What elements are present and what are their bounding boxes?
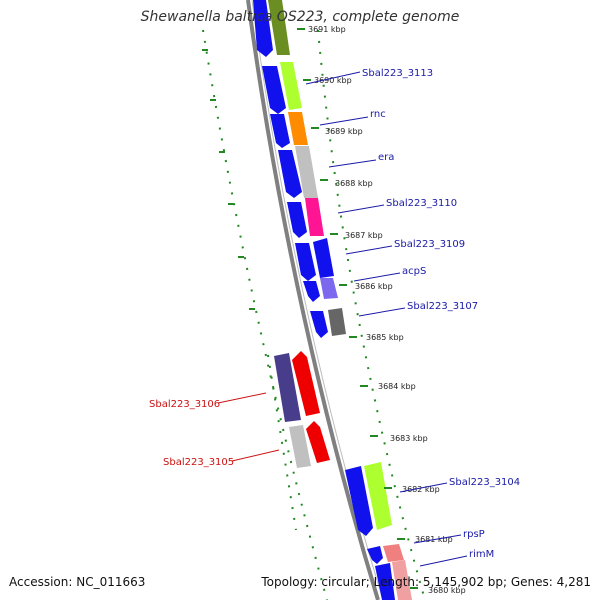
gene-feature <box>306 421 330 463</box>
red-dotted-ring <box>267 354 297 531</box>
leader-line <box>337 204 385 214</box>
leader-line <box>345 245 393 255</box>
gene-label-era[interactable]: era <box>378 152 394 163</box>
gene-feature <box>289 425 311 468</box>
gene-feature <box>320 278 338 299</box>
genome-summary-label: Topology: circular; Length: 5,145,902 bp… <box>261 575 591 589</box>
gene-label-sbal223-3105[interactable]: Sbal223_3105 <box>163 457 234 468</box>
gene-feature <box>292 351 320 416</box>
tick-label: 3687 kbp <box>345 231 383 240</box>
forward-genes <box>253 0 412 600</box>
gene-feature <box>392 560 412 600</box>
tick-label: 3680 kbp <box>428 586 466 595</box>
leader-line <box>399 482 448 493</box>
leader-line <box>319 116 369 126</box>
map-title: Shewanella baltica OS223, complete genom… <box>140 9 460 25</box>
gene-feature <box>383 544 404 562</box>
leader-line <box>419 555 468 567</box>
gene-label-rimm[interactable]: rimM <box>469 549 494 560</box>
accession-label: Accession: NC_011663 <box>9 575 146 589</box>
leader-line <box>231 449 280 462</box>
leader-line <box>358 307 406 317</box>
gene-feature <box>345 466 373 536</box>
tick-labels: 3691 kbp 3690 kbp 3689 kbp 3688 kbp 3687… <box>308 25 466 595</box>
gene-feature <box>364 462 392 530</box>
tick-label: 3683 kbp <box>390 434 428 443</box>
label-leaders <box>217 71 468 567</box>
ticks <box>202 28 418 589</box>
gene-feature <box>305 198 324 236</box>
gene-feature <box>367 546 383 564</box>
tick-label: 3691 kbp <box>308 25 346 34</box>
gene-feature <box>287 202 307 238</box>
gene-label-sbal223-3106[interactable]: Sbal223_3106 <box>149 399 220 410</box>
leader-line <box>413 534 462 544</box>
leader-line <box>217 392 267 404</box>
gene-label-sbal223-3109[interactable]: Sbal223_3109 <box>394 239 465 250</box>
gene-feature <box>274 353 301 422</box>
tick-label: 3690 kbp <box>314 76 352 85</box>
gene-feature <box>295 243 316 281</box>
gene-feature <box>278 150 302 198</box>
reverse-genes <box>274 351 330 468</box>
gene-feature <box>253 0 273 57</box>
gene-label-rpsp[interactable]: rpsP <box>463 529 485 540</box>
tick-label: 3689 kbp <box>325 127 363 136</box>
gene-feature <box>288 112 308 145</box>
genome-backbone <box>246 0 380 600</box>
gene-label-sbal223-3107[interactable]: Sbal223_3107 <box>407 301 478 312</box>
tick-label: 3684 kbp <box>378 382 416 391</box>
leader-line <box>353 272 401 282</box>
gene-feature <box>310 311 328 338</box>
gene-label-acps[interactable]: acpS <box>402 266 426 277</box>
gene-label-sbal223-3104[interactable]: Sbal223_3104 <box>449 477 520 488</box>
leader-line <box>305 71 361 85</box>
gene-feature <box>268 0 290 55</box>
gene-labels: Sbal223_3113 rnc era Sbal223_3110 Sbal22… <box>149 68 520 560</box>
gene-feature <box>262 66 286 114</box>
gene-feature <box>303 281 320 302</box>
gene-feature <box>280 62 302 110</box>
leader-line <box>328 159 377 168</box>
gene-feature <box>328 308 346 336</box>
tick-label: 3686 kbp <box>355 282 393 291</box>
gene-label-sbal223-3113[interactable]: Sbal223_3113 <box>362 68 433 79</box>
gene-label-sbal223-3110[interactable]: Sbal223_3110 <box>386 198 457 209</box>
gene-feature <box>295 146 318 198</box>
tick-label: 3688 kbp <box>335 179 373 188</box>
tick-label: 3685 kbp <box>366 333 404 342</box>
gene-feature <box>313 238 334 278</box>
tick-label: 3682 kbp <box>402 485 440 494</box>
gene-label-rnc[interactable]: rnc <box>370 109 386 120</box>
gene-feature <box>270 114 290 148</box>
gene-feature <box>375 563 395 600</box>
